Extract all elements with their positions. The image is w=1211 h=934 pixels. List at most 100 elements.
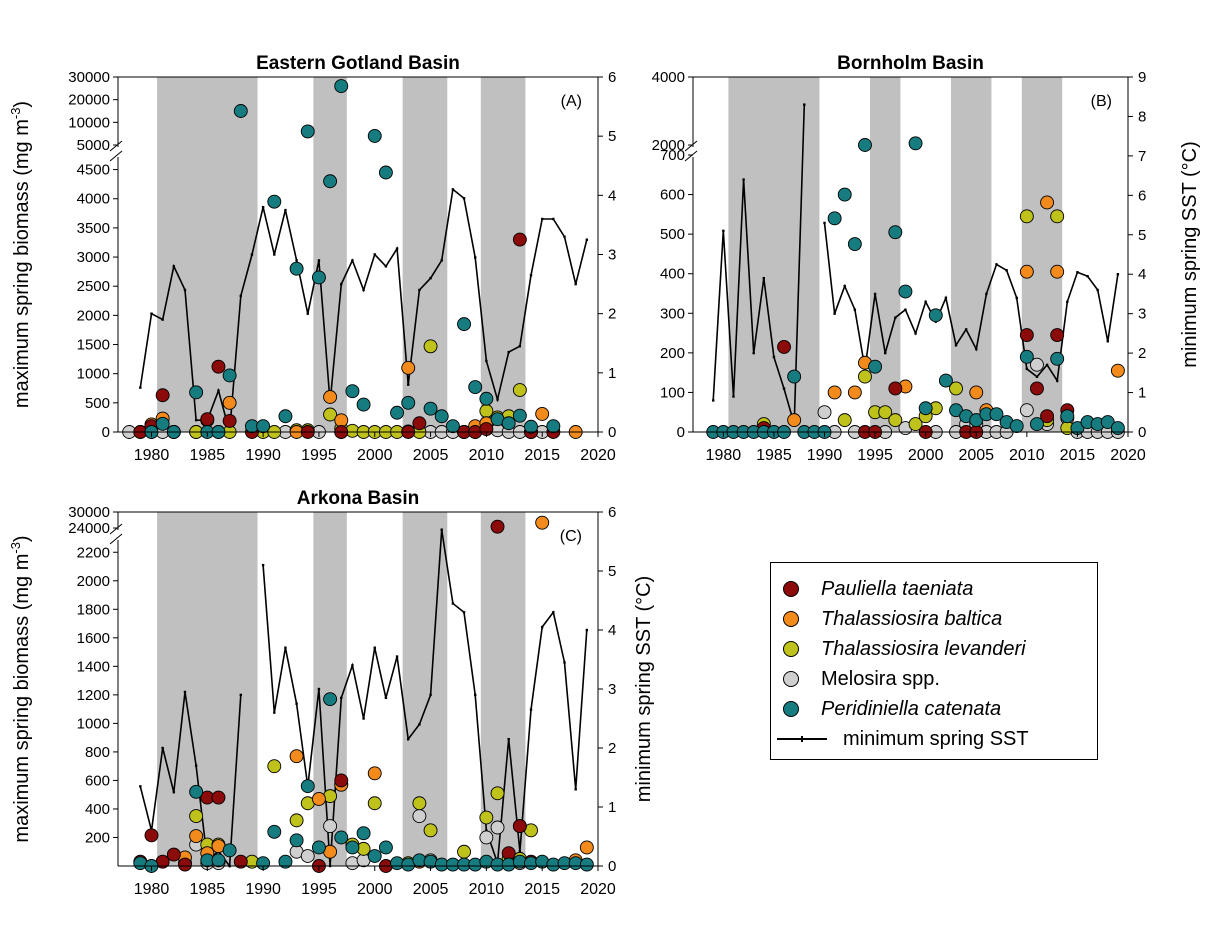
- y-tick-label: 0: [677, 424, 685, 441]
- sst-point: [995, 263, 998, 266]
- axis-break-mark: [684, 140, 698, 152]
- marker-pc: [278, 409, 293, 424]
- marker-tb: [535, 406, 550, 421]
- marker-pc: [189, 784, 204, 799]
- legend-marker-baltica: [783, 611, 799, 627]
- marker-tl: [323, 407, 338, 422]
- panel-label: (C): [560, 528, 582, 545]
- marker-pc: [546, 419, 561, 434]
- y-tick-label: 5000: [77, 137, 110, 154]
- y-tick-label: 2000: [652, 137, 685, 154]
- x-tick-label: 1985: [190, 447, 226, 464]
- marker-pc: [1030, 417, 1044, 432]
- sst-point: [172, 791, 176, 794]
- sst-point: [273, 253, 276, 256]
- y2-tick-label: 2: [608, 306, 616, 323]
- sst-point: [451, 188, 455, 191]
- marker-pt: [222, 413, 237, 428]
- y2-tick-label: 6: [1138, 187, 1146, 204]
- marker-tb: [1019, 264, 1034, 279]
- x-tick-label: 1985: [756, 447, 792, 464]
- marker-pc: [512, 408, 527, 423]
- sst-point: [306, 312, 309, 315]
- sst-point: [1045, 363, 1049, 367]
- sst-point: [585, 628, 589, 632]
- sst-point: [803, 103, 806, 106]
- marker-pc: [311, 840, 326, 855]
- marker-pc: [457, 317, 471, 332]
- sst-point: [853, 308, 857, 311]
- y2-tick-label: 2: [1138, 345, 1146, 362]
- marker-pc: [445, 419, 460, 434]
- marker-tb: [311, 792, 326, 806]
- sst-point: [1116, 273, 1120, 276]
- marker-pc: [468, 380, 483, 395]
- sst-point: [985, 292, 988, 296]
- marker-tl: [189, 809, 204, 824]
- marker-me: [479, 830, 494, 845]
- y2-tick-label: 5: [1138, 227, 1146, 244]
- marker-tl: [457, 844, 471, 859]
- x-tick-label: 2020: [1110, 447, 1146, 464]
- marker-tb: [189, 829, 204, 844]
- marker-pc: [1050, 351, 1065, 366]
- marker-pc: [345, 384, 360, 399]
- marker-pt: [1040, 409, 1055, 424]
- sst-point: [362, 717, 365, 720]
- legend-label: Thalassiosira baltica: [821, 607, 1003, 630]
- marker-pc: [1110, 421, 1125, 435]
- marker-pt: [233, 854, 248, 869]
- shaded-period: [313, 77, 347, 432]
- sst-point: [975, 347, 978, 351]
- legend-item-thalassiosira-baltica: Thalassiosira baltica: [783, 605, 1002, 633]
- marker-pc: [868, 359, 883, 374]
- marker-pt: [166, 847, 181, 862]
- sst-point: [518, 850, 522, 853]
- legend-marker-melosira: [783, 671, 799, 687]
- y2-tick-label: 5: [608, 128, 616, 145]
- axis-break-mark: [109, 533, 123, 545]
- x-tick-label: 1995: [301, 881, 337, 898]
- shaded-period: [728, 77, 820, 432]
- marker-tb: [787, 413, 802, 428]
- marker-tl: [423, 823, 438, 838]
- sst-point: [418, 723, 421, 726]
- x-tick-label: 1980: [706, 447, 742, 464]
- y2-tick-label: 0: [608, 424, 616, 441]
- sst-point: [418, 288, 421, 292]
- marker-pc: [267, 824, 282, 839]
- sst-point: [752, 351, 755, 355]
- marker-pc: [928, 308, 943, 323]
- legend-marker-pauliella: [783, 581, 799, 597]
- sst-point: [317, 687, 321, 691]
- sst-point: [273, 711, 276, 714]
- x-tick-label: 1980: [134, 447, 170, 464]
- marker-pc: [1100, 415, 1115, 430]
- sst-point: [1086, 274, 1089, 278]
- marker-pt: [777, 339, 791, 354]
- sst-line: [712, 104, 806, 425]
- marker-pt: [1019, 328, 1034, 342]
- y2-tick-label: 0: [1138, 424, 1146, 441]
- marker-pt: [490, 519, 505, 534]
- marker-pc: [1009, 419, 1024, 434]
- marker-tb: [969, 385, 984, 400]
- marker-tb: [535, 515, 550, 530]
- sst-point: [1096, 288, 1099, 292]
- sst-point: [762, 276, 766, 280]
- marker-pc: [908, 136, 923, 151]
- x-tick-label: 2000: [357, 881, 393, 898]
- shaded-period: [157, 77, 258, 432]
- sst-point: [574, 788, 577, 791]
- legend: Pauliella taeniata Thalassiosira baltica…: [770, 562, 1098, 760]
- sst-point: [407, 737, 410, 741]
- x-tick-label: 1985: [190, 881, 226, 898]
- sst-point: [362, 288, 365, 292]
- marker-pc: [787, 369, 802, 384]
- legend-marker-levanderi: [783, 641, 799, 657]
- legend-marker-peridiniella: [783, 701, 799, 717]
- y-tick-label: 600: [85, 772, 110, 789]
- sst-point: [351, 259, 354, 262]
- sst-point: [261, 563, 265, 567]
- sst-point: [1035, 375, 1039, 378]
